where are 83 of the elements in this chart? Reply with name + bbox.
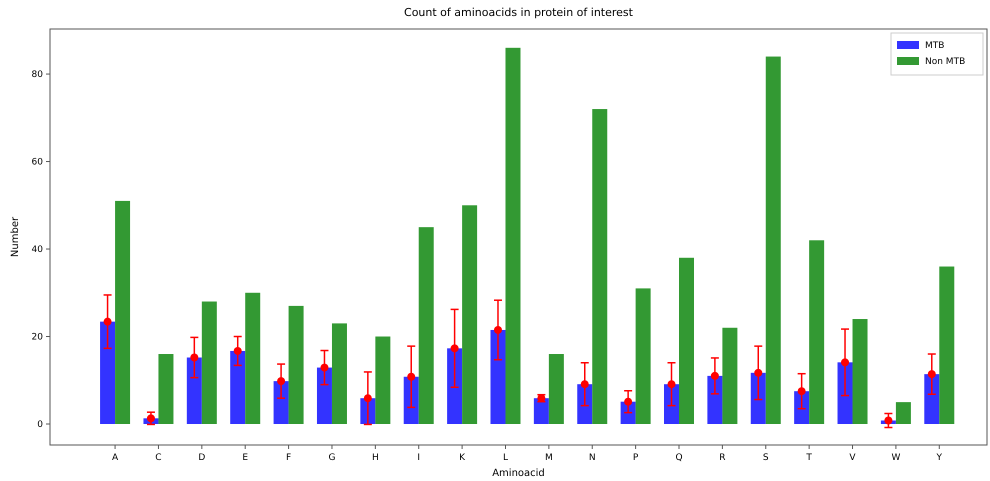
bar xyxy=(939,266,954,424)
x-tick-label: C xyxy=(155,453,162,463)
point xyxy=(624,398,632,406)
x-tick-label: Q xyxy=(675,453,683,463)
point xyxy=(146,414,155,422)
x-tick-label: R xyxy=(719,453,726,463)
x-tick-label: W xyxy=(891,453,900,463)
bar xyxy=(766,56,781,424)
bar xyxy=(924,374,940,424)
bar xyxy=(316,368,332,424)
bar xyxy=(852,319,868,424)
bar xyxy=(664,384,680,424)
x-tick-label: E xyxy=(242,453,248,463)
x-tick-label: Y xyxy=(936,453,943,463)
point xyxy=(580,380,589,388)
bar xyxy=(202,302,217,424)
x-tick-label: H xyxy=(372,453,379,463)
point xyxy=(277,377,286,386)
bar xyxy=(245,292,260,424)
bar xyxy=(274,381,289,424)
x-tick-label: I xyxy=(417,453,420,463)
x-tick-label: A xyxy=(112,453,119,463)
y-tick-label: 40 xyxy=(32,245,44,256)
x-tick-label: S xyxy=(762,453,769,463)
bar xyxy=(722,328,738,424)
point xyxy=(104,318,112,326)
bar xyxy=(679,258,694,424)
bar xyxy=(418,227,434,424)
point xyxy=(190,354,198,362)
bar xyxy=(636,288,651,424)
x-tick-label: F xyxy=(286,453,292,463)
bar xyxy=(548,354,564,424)
x-axis-title: Aminoacid xyxy=(492,468,545,479)
legend-label: MTB xyxy=(925,41,944,52)
x-tick-label: L xyxy=(502,453,508,463)
bar xyxy=(750,372,766,424)
point xyxy=(234,346,242,355)
x-tick-label: K xyxy=(459,453,466,463)
bar xyxy=(100,322,116,424)
bar xyxy=(577,384,592,424)
point xyxy=(754,368,762,377)
bar xyxy=(115,200,130,424)
bar xyxy=(838,362,853,424)
y-tick-label: 60 xyxy=(32,158,44,168)
bar xyxy=(158,354,174,424)
y-tick-label: 20 xyxy=(32,332,44,343)
bar xyxy=(375,336,390,424)
bar xyxy=(534,398,549,424)
point xyxy=(320,364,328,372)
bar xyxy=(896,402,911,424)
point xyxy=(841,358,850,366)
bar xyxy=(592,109,608,424)
bar xyxy=(186,358,202,424)
legend-label: Non MTB xyxy=(925,57,966,68)
point xyxy=(710,372,719,380)
x-tick-label: G xyxy=(328,453,336,463)
y-axis-title: Number xyxy=(10,216,21,258)
x-tick-label: T xyxy=(805,453,812,463)
y-tick-label: 0 xyxy=(37,420,44,430)
bar xyxy=(447,348,462,424)
bar xyxy=(332,323,347,424)
point xyxy=(450,344,459,352)
bar xyxy=(505,48,520,424)
point xyxy=(884,416,892,425)
point xyxy=(494,326,502,334)
y-tick-label: 80 xyxy=(32,70,44,80)
x-tick-label: V xyxy=(849,453,856,463)
x-tick-label: P xyxy=(632,453,639,463)
chart-title: Count of aminoacids in protein of interest xyxy=(404,6,634,19)
bar xyxy=(490,330,506,424)
bar xyxy=(809,240,824,424)
point xyxy=(798,387,806,396)
x-tick-label: M xyxy=(544,453,553,463)
x-tick-label: D xyxy=(198,453,206,463)
bar xyxy=(462,205,478,424)
point xyxy=(668,380,676,388)
point xyxy=(928,370,936,378)
x-tick-label: N xyxy=(588,453,596,463)
bar xyxy=(288,306,304,424)
bar xyxy=(707,376,722,424)
point xyxy=(407,372,416,381)
bar xyxy=(230,350,246,424)
point xyxy=(364,394,372,402)
